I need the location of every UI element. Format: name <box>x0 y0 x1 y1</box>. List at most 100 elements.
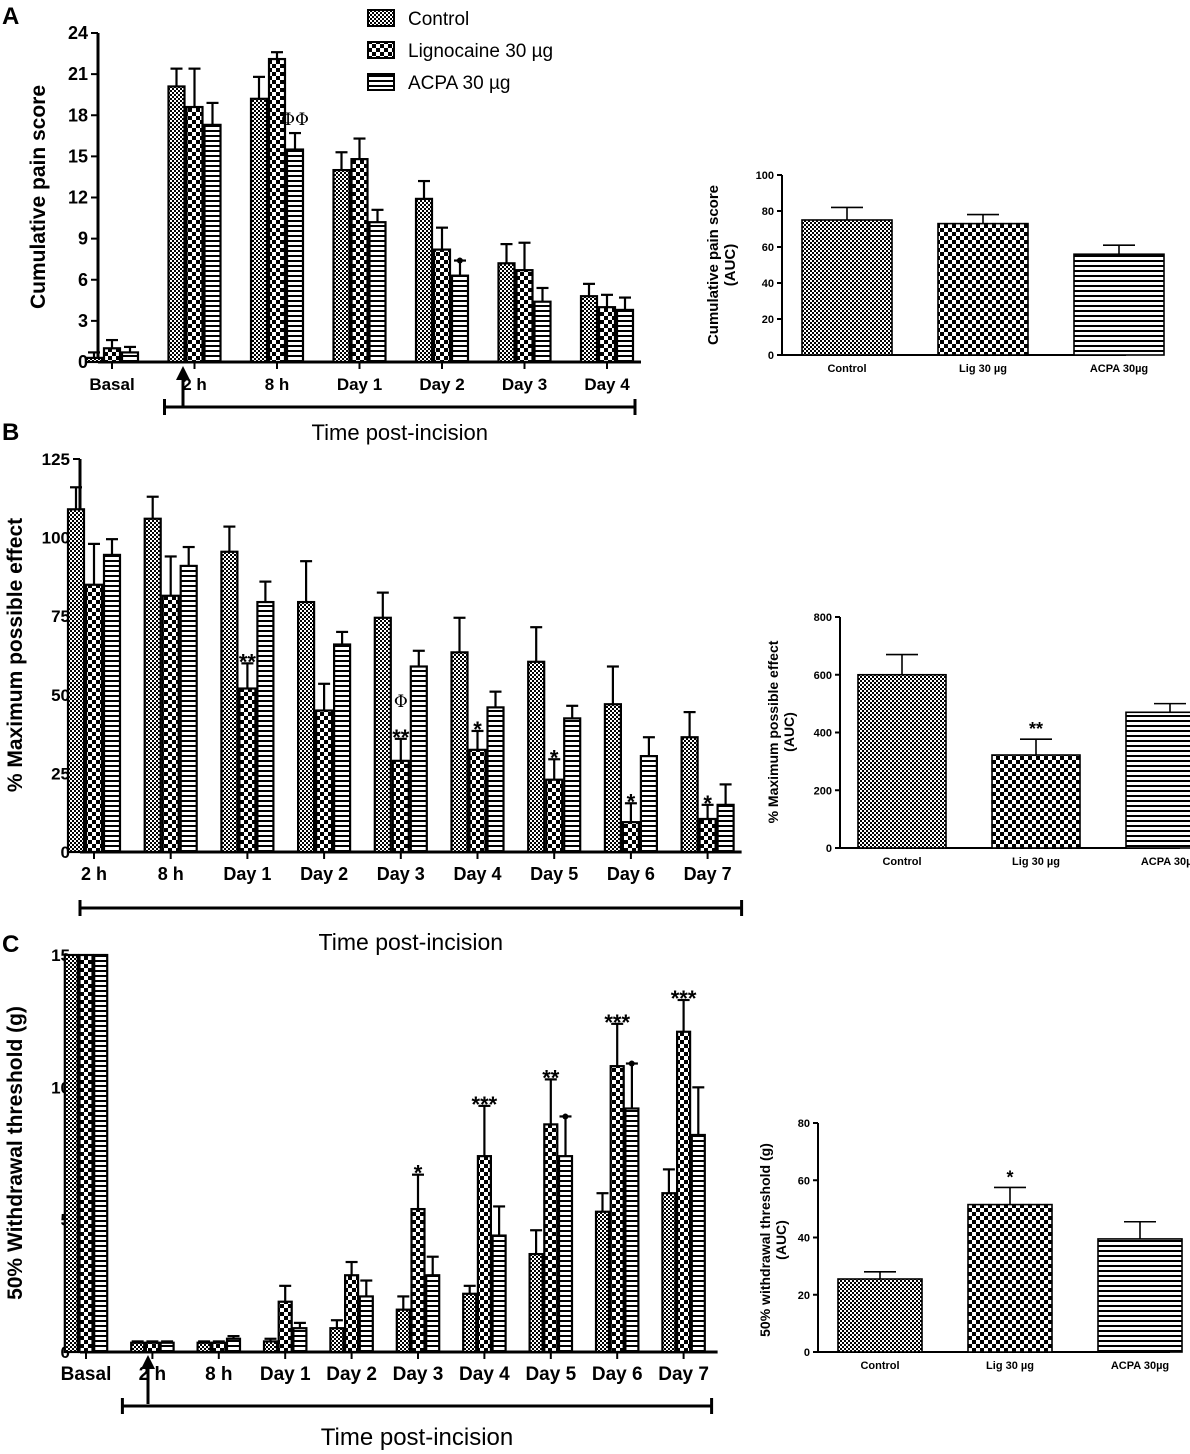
bar-control <box>395 1308 411 1354</box>
significance-marker: * <box>414 1161 423 1186</box>
y-tick-label: 21 <box>68 64 88 84</box>
bar-acpa <box>333 643 352 854</box>
bar-control <box>497 262 516 364</box>
y-tick-label: 24 <box>68 23 88 43</box>
y-tick-label: 80 <box>798 1118 810 1130</box>
significance-marker: ● <box>628 1055 636 1071</box>
bar-control <box>527 660 546 854</box>
y-tick-label: 25 <box>51 764 70 783</box>
bar-lig <box>211 1341 227 1354</box>
bar-acpa <box>358 1295 374 1354</box>
bar-control <box>297 600 316 854</box>
bar-lig <box>967 1203 1053 1353</box>
bar-acpa <box>102 553 122 854</box>
bar-acpa <box>159 1341 175 1354</box>
bar-acpa <box>425 1274 441 1354</box>
significance-marker: ** <box>542 1065 560 1090</box>
bar-lig <box>267 57 287 364</box>
bar-control <box>66 508 86 854</box>
x-tick-label: ACPA 30µg <box>1090 363 1148 375</box>
y-tick-label: 60 <box>762 242 774 254</box>
x-tick-label: Day 1 <box>260 1364 311 1385</box>
chart-b-auc: 0 200 400 600 800 % Maximum possible effect (A… <box>765 612 1190 868</box>
bar-lig <box>84 583 104 854</box>
legend-label-lignocaine: Lignocaine 30 µg <box>408 41 553 62</box>
x-tick-label: Lig 30 µg <box>959 363 1007 375</box>
y-axis-label: % Maximum possible effect <box>765 640 781 823</box>
y-axis-label-unit: (AUC) <box>773 1220 789 1260</box>
x-axis-label: Time post-incision <box>312 420 488 445</box>
y-tick-label: 800 <box>814 612 832 624</box>
bar-acpa <box>624 1107 640 1354</box>
y-tick-label: 6 <box>78 270 88 290</box>
y-tick-label: 80 <box>762 206 774 218</box>
x-tick-label: 8 h <box>265 375 290 394</box>
x-tick-label: 8 h <box>205 1364 232 1385</box>
x-tick-label: Control <box>882 856 921 868</box>
bar-control <box>143 517 162 854</box>
bar-control <box>801 219 893 356</box>
bar-lig <box>350 158 369 364</box>
significance-marker: ** <box>239 649 257 674</box>
x-axis-label: Time post-incision <box>321 1424 514 1451</box>
y-tick-label: 0 <box>61 843 70 862</box>
x-tick-label: Day 4 <box>459 1364 510 1385</box>
significance-marker: *** <box>671 986 697 1011</box>
panel-letter-b: B <box>2 419 19 446</box>
y-axis-label: Cumulative pain score <box>705 185 722 345</box>
bar-acpa <box>491 1234 507 1354</box>
bar-acpa <box>533 300 552 364</box>
bar-lig <box>621 821 641 854</box>
bar-control <box>130 1341 146 1354</box>
significance-marker: * <box>1006 1167 1013 1187</box>
bar-control <box>603 703 623 854</box>
x-tick-label: Basal <box>89 375 134 394</box>
x-tick-label: 8 h <box>158 864 184 884</box>
bar-lig <box>161 594 180 854</box>
bar-lig <box>144 1341 160 1354</box>
bar-acpa <box>563 717 582 854</box>
bar-control <box>857 673 947 849</box>
x-tick-label: Day 3 <box>393 1364 444 1385</box>
bar-control <box>661 1192 677 1354</box>
significance-marker: Φ <box>394 692 408 712</box>
x-axis-label: Time post-incision <box>319 929 503 955</box>
bar-acpa <box>486 706 505 854</box>
legend-swatch-lignocaine <box>367 41 395 59</box>
injection-arrow-head <box>176 366 190 380</box>
y-axis-label-unit: (AUC) <box>722 244 739 287</box>
bar-lig <box>597 306 617 364</box>
bar-control <box>84 356 104 364</box>
y-tick-label: 0 <box>768 350 774 362</box>
bar-acpa <box>450 274 470 364</box>
bar-acpa <box>292 1327 308 1354</box>
significance-marker: ΦΦ <box>281 110 309 130</box>
panel-letter-a: A <box>2 3 19 30</box>
bar-control <box>414 197 434 364</box>
bar-control <box>373 616 392 854</box>
y-tick-label: 50 <box>51 686 70 705</box>
y-tick-label: 18 <box>68 105 88 125</box>
y-tick-label: 15 <box>68 146 88 166</box>
bar-control <box>450 651 469 854</box>
y-tick-label: 100 <box>42 529 70 548</box>
x-tick-label: Day 2 <box>300 864 348 884</box>
bar-lig <box>102 347 122 364</box>
y-tick-label: 200 <box>814 785 832 797</box>
bar-lig <box>675 1030 692 1354</box>
bar-control <box>329 1327 345 1354</box>
y-tick-label: 0 <box>804 1347 810 1359</box>
y-tick-label: 0 <box>826 843 832 855</box>
y-tick-label: 600 <box>814 670 832 682</box>
bar-control <box>528 1252 544 1354</box>
x-tick-label: Control <box>827 363 866 375</box>
y-axis-label: Cumulative pain score <box>27 85 50 309</box>
bar-acpa <box>256 600 275 854</box>
bar-acpa <box>716 803 735 854</box>
bar-lig <box>410 1207 426 1354</box>
significance-marker: * <box>627 789 636 814</box>
bar-control <box>579 295 599 364</box>
significance-marker: *** <box>472 1092 498 1117</box>
bar-lig <box>344 1274 360 1354</box>
